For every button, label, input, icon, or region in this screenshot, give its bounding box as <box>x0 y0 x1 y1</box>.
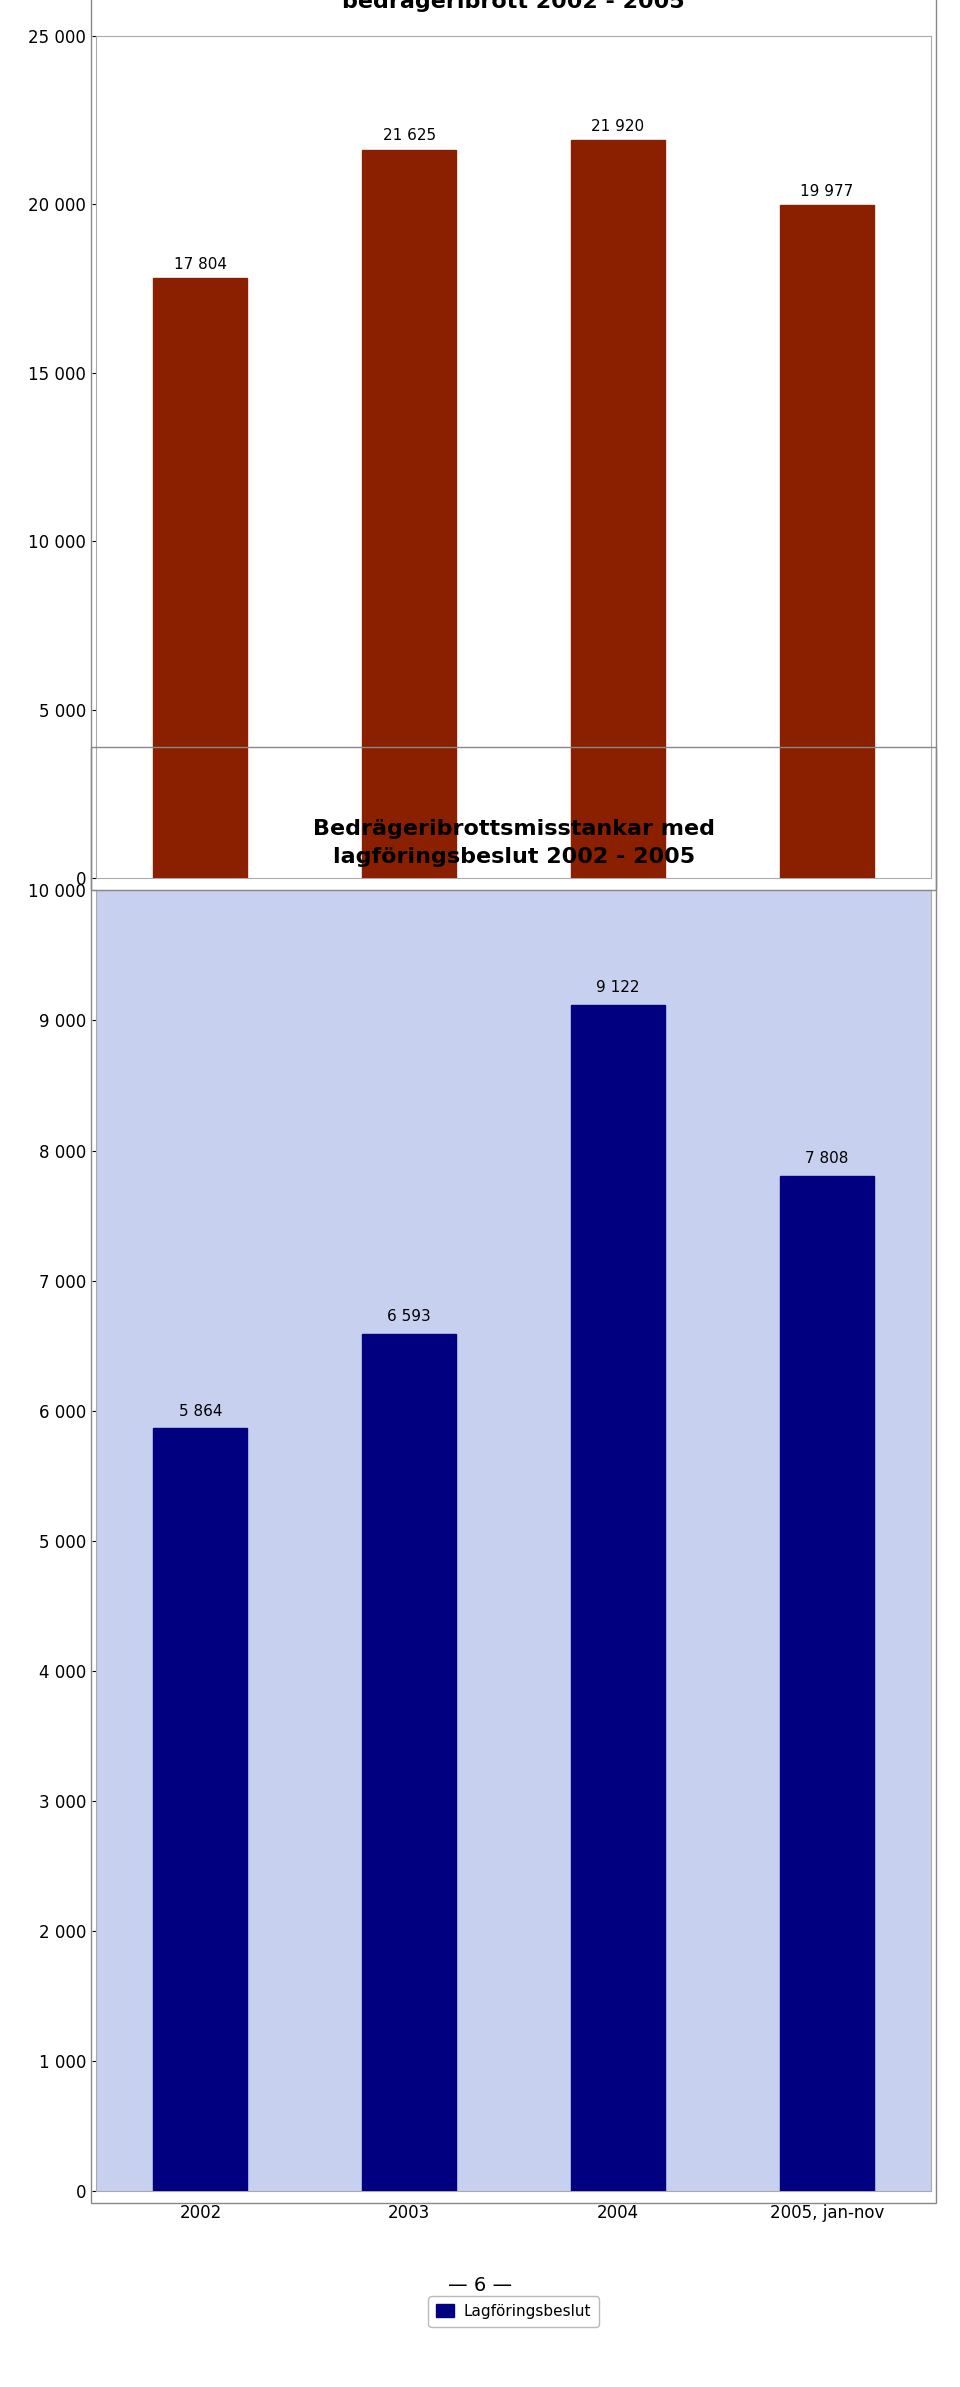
Title: Inkomna brottsmisstankar angående
bedrägeribrott 2002 - 2005: Inkomna brottsmisstankar angående bedräg… <box>282 0 745 12</box>
Bar <box>362 150 456 878</box>
Bar <box>571 138 665 878</box>
Text: — 6 —: — 6 — <box>448 2277 512 2294</box>
Text: 7 808: 7 808 <box>805 1151 849 1167</box>
Bar <box>780 1174 874 2191</box>
Bar <box>362 1334 456 2191</box>
Text: 17 804: 17 804 <box>174 258 227 272</box>
Text: 21 625: 21 625 <box>383 129 436 143</box>
Text: 9 122: 9 122 <box>596 981 639 995</box>
Bar <box>780 205 874 878</box>
Text: 19 977: 19 977 <box>801 184 853 198</box>
Text: 5 864: 5 864 <box>179 1404 222 1420</box>
Legend: Lagföringsbeslut: Lagföringsbeslut <box>428 2296 599 2327</box>
Legend: Ink br.misst: Ink br.misst <box>448 993 579 1022</box>
Text: 6 593: 6 593 <box>387 1310 431 1325</box>
Title: Bedrägeribrottsmisstankar med
lagföringsbeslut 2002 - 2005: Bedrägeribrottsmisstankar med lagförings… <box>313 819 714 866</box>
Bar <box>154 279 248 878</box>
Bar <box>571 1005 665 2191</box>
Text: 21 920: 21 920 <box>591 119 644 134</box>
Bar <box>154 1427 248 2191</box>
